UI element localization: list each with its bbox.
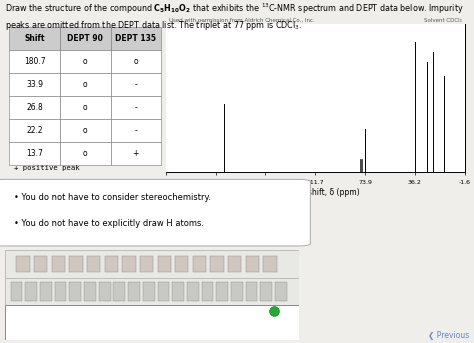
Bar (193, 256, 206, 272)
Bar (113, 282, 125, 301)
Text: + positive peak: + positive peak (14, 165, 80, 170)
Bar (40, 282, 52, 301)
Bar (52, 256, 65, 272)
Bar (69, 282, 81, 301)
Bar (216, 282, 228, 301)
Text: peaks are omitted from the DEPT data list. The triplet at 77 ppm is CDCl$_3$.: peaks are omitted from the DEPT data lis… (5, 19, 302, 32)
Bar (210, 256, 224, 272)
X-axis label: Chemical shift, δ (ppm): Chemical shift, δ (ppm) (270, 188, 360, 197)
Bar (87, 256, 100, 272)
Bar (246, 256, 259, 272)
Bar (260, 282, 272, 301)
Text: • You do not have to explicitly draw H atoms.: • You do not have to explicitly draw H a… (14, 219, 203, 228)
Bar (246, 282, 257, 301)
FancyBboxPatch shape (0, 179, 310, 246)
Bar (25, 282, 37, 301)
Bar (275, 282, 287, 301)
Bar (157, 256, 171, 272)
Bar (143, 282, 155, 301)
Text: Used with permission from Aldrich Chemical Co., Inc.: Used with permission from Aldrich Chemic… (169, 17, 315, 23)
Bar (122, 256, 136, 272)
Bar (201, 282, 213, 301)
Text: Draw the structure of the compound $\mathbf{C_5H_{10}O_2}$ that exhibits the $^{: Draw the structure of the compound $\mat… (5, 2, 464, 16)
Bar (69, 256, 82, 272)
Text: Solvent CDCl₃: Solvent CDCl₃ (424, 17, 462, 23)
Bar (175, 256, 188, 272)
Text: ❮ Previous: ❮ Previous (428, 331, 469, 340)
Bar (17, 256, 30, 272)
Bar (140, 256, 153, 272)
Bar (187, 282, 199, 301)
Bar (264, 256, 277, 272)
Text: • You do not have to consider stereochemistry.: • You do not have to consider stereochem… (14, 193, 210, 202)
Text: - negative peak: - negative peak (14, 183, 80, 189)
Bar (172, 282, 184, 301)
Bar (84, 282, 96, 301)
Bar (228, 256, 241, 272)
Bar (105, 256, 118, 272)
Text: o  no peak: o no peak (14, 201, 58, 207)
Bar (34, 256, 47, 272)
Bar (128, 282, 140, 301)
Bar (157, 282, 169, 301)
Bar (99, 282, 110, 301)
Bar (55, 282, 66, 301)
Bar (231, 282, 243, 301)
Bar (10, 282, 22, 301)
